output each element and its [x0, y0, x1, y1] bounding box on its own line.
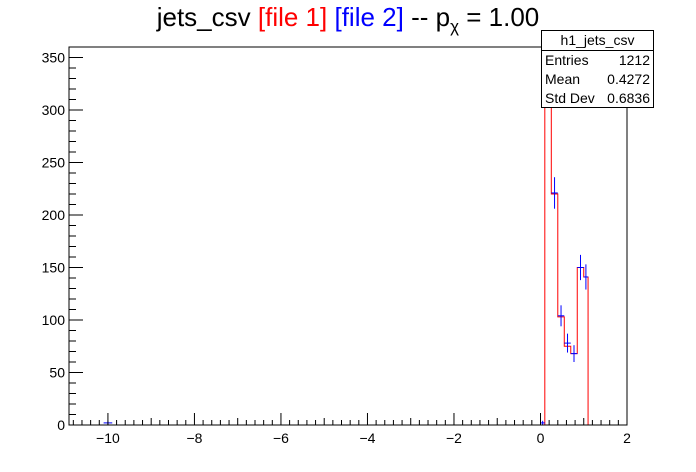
x-tick-label: −2 — [446, 430, 462, 446]
title-subscript: χ — [450, 17, 460, 36]
title-file2: [file 2] — [334, 2, 404, 32]
stats-row-mean: Mean 0.4272 — [542, 70, 653, 89]
stats-name: h1_jets_csv — [542, 31, 653, 51]
title-middle: -- p — [403, 2, 451, 32]
x-tick-label: 2 — [623, 430, 631, 446]
x-tick-label: −4 — [359, 430, 375, 446]
title-suffix: = 1.00 — [459, 2, 540, 32]
chart-title: jets_csv [file 1] [file 2] -- pχ = 1.00 — [0, 2, 696, 37]
y-tick-label: 200 — [42, 207, 66, 223]
y-tick-label: 300 — [42, 102, 66, 118]
y-tick-label: 100 — [42, 312, 66, 328]
title-prefix: jets_csv — [156, 2, 258, 32]
x-tick-label: 0 — [537, 430, 545, 446]
stats-value: 1212 — [618, 52, 650, 68]
x-tick-label: −8 — [186, 430, 202, 446]
stats-row-stddev: Std Dev 0.6836 — [542, 89, 653, 108]
stats-value: 0.4272 — [607, 71, 650, 87]
axes: 0 50 100 150 200 250 300 350 −10 −8 −6 −4 −2 0 2 — [42, 46, 631, 446]
y-tick-label: 150 — [42, 260, 66, 276]
stats-label: Std Dev — [545, 90, 595, 106]
stats-row-entries: Entries 1212 — [542, 51, 653, 70]
file1-step-line — [103, 62, 589, 426]
x-tick-label: −6 — [273, 430, 289, 446]
x-tick-label: −10 — [96, 430, 120, 446]
stats-label: Mean — [545, 71, 581, 87]
stats-box: h1_jets_csv Entries 1212 Mean 0.4272 Std… — [541, 30, 654, 108]
y-tick-label: 50 — [49, 365, 65, 381]
file1-histogram — [103, 62, 589, 426]
title-file1: [file 1] — [257, 2, 328, 32]
stats-label: Entries — [545, 52, 589, 68]
y-tick-label: 0 — [57, 417, 65, 433]
y-tick-label: 250 — [42, 155, 66, 171]
stats-value: 0.6836 — [607, 90, 650, 106]
file2-errorbars — [103, 42, 589, 425]
y-tick-label: 350 — [42, 50, 66, 66]
